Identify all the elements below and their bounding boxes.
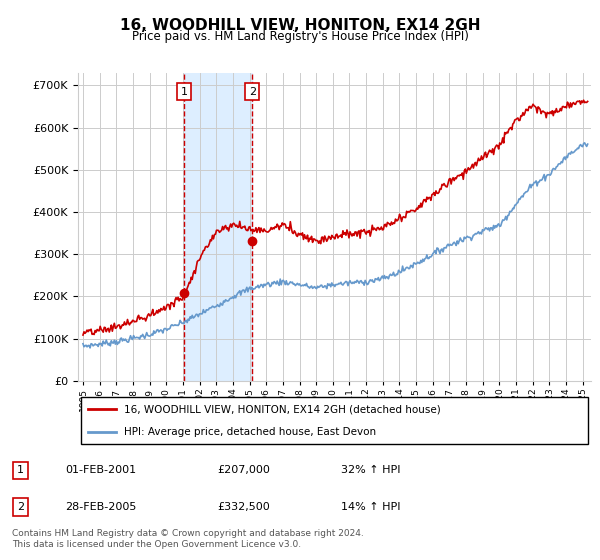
Text: 14% ↑ HPI: 14% ↑ HPI [341,502,401,512]
Text: 1: 1 [17,465,24,475]
FancyBboxPatch shape [80,398,589,444]
Text: 1: 1 [181,87,188,97]
Bar [184,73,253,381]
Text: £332,500: £332,500 [218,502,271,512]
Text: 32% ↑ HPI: 32% ↑ HPI [341,465,401,475]
Text: 16, WOODHILL VIEW, HONITON, EX14 2GH: 16, WOODHILL VIEW, HONITON, EX14 2GH [120,18,480,33]
Text: 16, WOODHILL VIEW, HONITON, EX14 2GH (detached house): 16, WOODHILL VIEW, HONITON, EX14 2GH (de… [124,404,441,414]
Text: Contains HM Land Registry data © Crown copyright and database right 2024.
This d: Contains HM Land Registry data © Crown c… [12,529,364,549]
Text: 2: 2 [17,502,24,512]
Text: 2: 2 [249,87,256,97]
Text: 01-FEB-2001: 01-FEB-2001 [65,465,136,475]
Text: HPI: Average price, detached house, East Devon: HPI: Average price, detached house, East… [124,427,376,437]
Text: Price paid vs. HM Land Registry's House Price Index (HPI): Price paid vs. HM Land Registry's House … [131,30,469,43]
Text: £207,000: £207,000 [218,465,271,475]
Text: 28-FEB-2005: 28-FEB-2005 [65,502,136,512]
